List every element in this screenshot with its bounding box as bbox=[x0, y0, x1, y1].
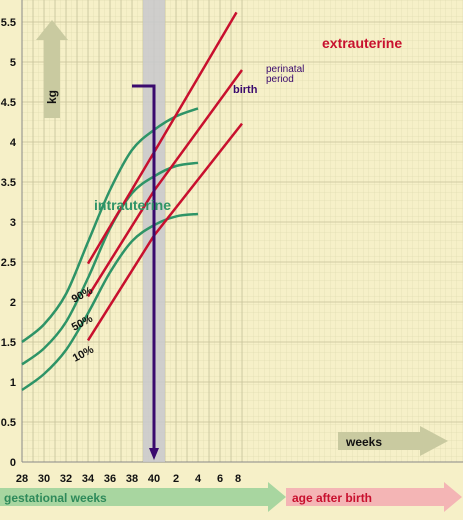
y-tick-label: 1.5 bbox=[1, 337, 16, 349]
birth-label: birth bbox=[233, 84, 258, 96]
kg-up-arrow: kg bbox=[36, 20, 68, 118]
age-after-birth-label: age after birth bbox=[292, 491, 372, 505]
period-label: period bbox=[266, 74, 294, 85]
weeks-label: weeks bbox=[345, 435, 382, 449]
age-after-birth-bar: age after birth bbox=[286, 482, 462, 512]
birth-marker bbox=[132, 84, 159, 460]
x-tick-label: 40 bbox=[148, 473, 160, 485]
intrauterine-label: intrauterine bbox=[94, 197, 171, 213]
intrauterine-curve-10 bbox=[21, 212, 199, 392]
y-tick-label: 5.5 bbox=[1, 17, 16, 29]
y-tick-label: 1 bbox=[10, 377, 16, 389]
intrauterine-curve-90 bbox=[21, 107, 199, 343]
weeks-arrow: weeks bbox=[338, 426, 448, 456]
y-tick-label: 2.5 bbox=[1, 257, 16, 269]
birth-line bbox=[132, 84, 156, 448]
extrauterine-label: extrauterine bbox=[322, 35, 402, 51]
x-tick-label: 4 bbox=[195, 473, 202, 485]
x-tick-label: 36 bbox=[104, 473, 116, 485]
y-tick-label: 3.5 bbox=[1, 177, 16, 189]
x-tick-label: 32 bbox=[60, 473, 72, 485]
ylabel-kg: kg bbox=[45, 90, 59, 104]
y-tick-label: 3 bbox=[10, 217, 16, 229]
gestational-weeks-bar: gestational weeks bbox=[0, 482, 286, 512]
y-tick-label: 0 bbox=[10, 457, 16, 469]
y-tick-label: 4 bbox=[10, 137, 17, 149]
x-tick-label: 28 bbox=[16, 473, 28, 485]
x-tick-label: 38 bbox=[126, 473, 138, 485]
x-tick-label: 30 bbox=[38, 473, 50, 485]
x-tick-label: 34 bbox=[82, 473, 95, 485]
perinatal-label: perinatal bbox=[266, 64, 304, 75]
y-tick-label: 0.5 bbox=[1, 417, 16, 429]
y-tick-label: 4.5 bbox=[1, 97, 16, 109]
x-tick-label: 2 bbox=[173, 473, 179, 485]
x-tick-label: 6 bbox=[217, 473, 223, 485]
y-tick-label: 2 bbox=[10, 297, 16, 309]
y-tick-label: 5 bbox=[10, 57, 16, 69]
birth-arrowhead bbox=[149, 448, 159, 460]
x-tick-label: 8 bbox=[235, 473, 241, 485]
gestational-weeks-label: gestational weeks bbox=[4, 491, 107, 505]
